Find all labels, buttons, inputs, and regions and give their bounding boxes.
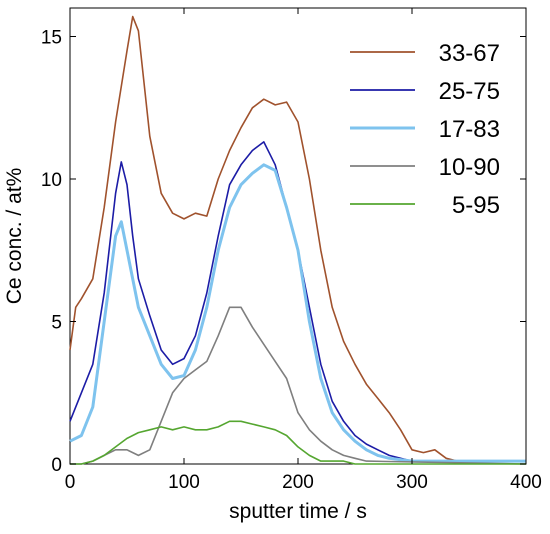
series-line-5-95: [70, 420, 526, 465]
ticks-layer: 0 100 200 300 400 0 5 10 15: [41, 8, 542, 493]
series-line-17-83: [69, 163, 526, 463]
legend-label-5-95: 5-95: [452, 192, 500, 219]
x-tick-label: 400: [510, 472, 542, 493]
plot-frame: [69, 7, 527, 465]
x-tick-label: 100: [168, 472, 200, 493]
y-tick-label: 0: [51, 455, 62, 476]
series-layer: [69, 15, 527, 465]
y-tick-label: 15: [41, 28, 62, 49]
series-line-33-67: [69, 15, 526, 462]
series-line-25-75: [69, 141, 526, 462]
series-line-10-90: [70, 306, 527, 465]
x-tick-label: 0: [65, 472, 76, 493]
y-tick-label: 10: [41, 170, 62, 191]
y-axis-label: Ce conc. / at%: [3, 168, 26, 305]
x-tick-label: 300: [396, 472, 428, 493]
x-axis-label: sputter time / s: [229, 500, 367, 523]
legend-label-10-90: 10-90: [439, 154, 500, 181]
legend: 33-67 25-75 17-83 10-90 5-95: [350, 40, 500, 219]
x-tick-label: 200: [282, 472, 314, 493]
legend-label-17-83: 17-83: [439, 116, 500, 143]
legend-label-33-67: 33-67: [439, 40, 500, 67]
y-tick-label: 5: [51, 313, 62, 334]
legend-label-25-75: 25-75: [439, 78, 500, 105]
